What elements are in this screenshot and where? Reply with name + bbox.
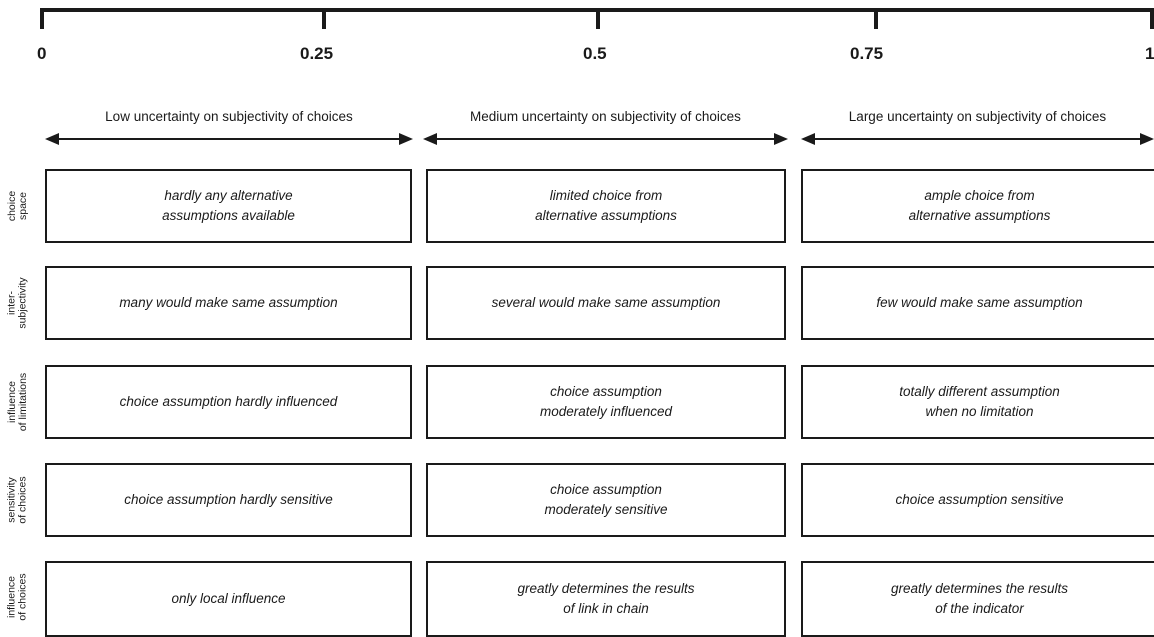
cell-influence-limitations-large: totally different assumption when no lim… — [801, 365, 1154, 439]
cell-text: many would make same assumption — [119, 295, 338, 310]
cell-text: limited choice from alternative assumpti… — [535, 188, 677, 223]
cell-choice-space-large: ample choice from alternative assumption… — [801, 169, 1154, 243]
cell-inter-subjectivity-large: few would make same assumption — [801, 266, 1154, 340]
level-label-low: Low uncertainty on subjectivity of choic… — [105, 109, 353, 124]
row-label-text: influence of choices — [6, 573, 29, 621]
cell-influence-choices-medium: greatly determines the results of link i… — [426, 561, 786, 637]
arrow-left-head — [423, 133, 437, 145]
scale-tick-1 — [1150, 8, 1154, 29]
cell-choice-space-medium: limited choice from alternative assumpti… — [426, 169, 786, 243]
cell-text: choice assumption hardly sensitive — [124, 492, 333, 507]
row-label-inter-subjectivity: inter- subjectivity — [1, 266, 35, 340]
level-label-medium: Medium uncertainty on subjectivity of ch… — [470, 109, 741, 124]
row-label-choice-space: choice space — [1, 169, 35, 243]
level-label-large: Large uncertainty on subjectivity of cho… — [848, 109, 1107, 124]
scale-label-0: 0 — [37, 44, 47, 63]
cell-text: choice assumption sensitive — [895, 492, 1064, 507]
cell-text: choice assumption moderately sensitive — [544, 482, 668, 517]
cell-text: ample choice from alternative assumption… — [908, 188, 1051, 223]
cell-choice-space-low: hardly any alternative assumptions avail… — [45, 169, 412, 243]
arrow-left-head — [45, 133, 59, 145]
arrow-left-head — [801, 133, 815, 145]
cell-text: choice assumption hardly influenced — [119, 394, 338, 409]
scale-tick-025 — [322, 8, 326, 29]
arrow-right-head — [399, 133, 413, 145]
cell-influence-choices-large: greatly determines the results of the in… — [801, 561, 1154, 637]
cell-sensitivity-low: choice assumption hardly sensitive — [45, 463, 412, 537]
arrow-right-head — [1140, 133, 1154, 145]
row-label-sensitivity-of-choices: sensitivity of choices — [1, 463, 35, 537]
scale-label-05: 0.5 — [583, 44, 607, 63]
cell-sensitivity-medium: choice assumption moderately sensitive — [426, 463, 786, 537]
cell-text: only local influence — [171, 591, 286, 606]
scale-label-075: 0.75 — [850, 44, 884, 63]
cell-text: several would make same assumption — [491, 295, 721, 310]
cell-text: greatly determines the results of the in… — [890, 581, 1069, 616]
row-label-influence-of-limitations: influence of limitations — [1, 365, 35, 439]
cell-inter-subjectivity-medium: several would make same assumption — [426, 266, 786, 340]
cell-inter-subjectivity-low: many would make same assumption — [45, 266, 412, 340]
row-label-text: inter- subjectivity — [6, 277, 30, 329]
row-label-text: choice space — [5, 190, 29, 222]
row-label-influence-of-choices: influence of choices — [1, 561, 35, 633]
cell-text: few would make same assumption — [876, 295, 1083, 310]
scale-label-025: 0.25 — [300, 44, 334, 63]
scale-tick-0 — [40, 8, 44, 29]
row-label-text: influence of limitations — [6, 372, 30, 432]
arrow-line — [57, 138, 401, 140]
arrow-line — [435, 138, 776, 140]
cell-influence-choices-low: only local influence — [45, 561, 412, 637]
cell-text: totally different assumption when no lim… — [899, 384, 1060, 419]
cell-influence-limitations-medium: choice assumption moderately influenced — [426, 365, 786, 439]
cell-influence-limitations-low: choice assumption hardly influenced — [45, 365, 412, 439]
scale-tick-075 — [874, 8, 878, 29]
scale-label-1: 1 — [1145, 44, 1154, 63]
cell-sensitivity-large: choice assumption sensitive — [801, 463, 1154, 537]
scale-tick-05 — [596, 8, 600, 29]
cell-text: greatly determines the results of link i… — [517, 581, 695, 616]
cell-text: choice assumption moderately influenced — [539, 384, 673, 419]
cell-text: hardly any alternative assumptions avail… — [162, 188, 295, 223]
arrow-line — [813, 138, 1142, 140]
row-label-text: sensitivity of choices — [6, 476, 29, 524]
arrow-right-head — [774, 133, 788, 145]
